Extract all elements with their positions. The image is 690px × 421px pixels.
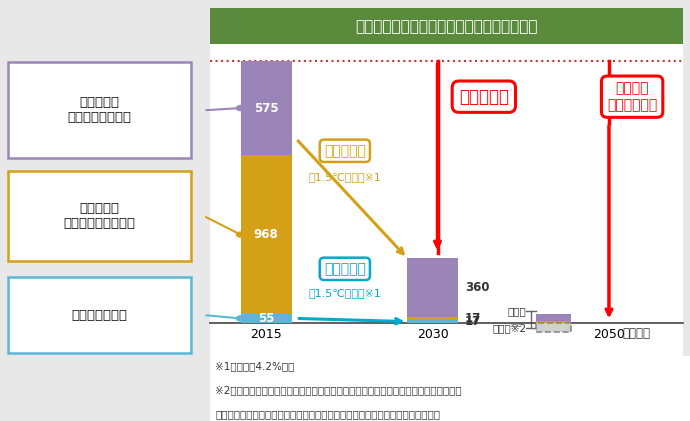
Text: バリューチェーン全体の温室効果ガス排出量: バリューチェーン全体の温室効果ガス排出量	[355, 19, 538, 34]
FancyBboxPatch shape	[8, 277, 191, 354]
Text: スコープ３
（調達、その他）: スコープ３ （調達、その他）	[68, 96, 132, 124]
Text: 17: 17	[465, 315, 481, 328]
Text: 968: 968	[254, 228, 279, 241]
Bar	[241, 314, 292, 323]
Text: 排出量: 排出量	[508, 306, 526, 317]
Text: ※1：年平均4.2%以上: ※1：年平均4.2%以上	[215, 361, 295, 371]
Text: ついては同量を除去することで、正味ゼロ（ネット・ゼロ）を目指します。: ついては同量を除去することで、正味ゼロ（ネット・ゼロ）を目指します。	[215, 409, 440, 419]
Bar	[535, 314, 571, 321]
Bar	[535, 321, 571, 323]
Bar	[407, 317, 458, 320]
Bar	[535, 323, 571, 332]
Text: （1.5℃水準）※1: （1.5℃水準）※1	[308, 172, 382, 182]
Text: 除去量※2: 除去量※2	[493, 323, 526, 333]
Text: ||: ||	[510, 320, 521, 326]
Bar	[535, 323, 571, 332]
Text: スコープ１・２: スコープ１・２	[72, 309, 128, 322]
Bar	[407, 320, 458, 323]
Bar	[241, 61, 292, 155]
Text: ６３％削減: ６３％削減	[324, 144, 366, 158]
Bar	[407, 258, 458, 317]
Text: 55: 55	[258, 312, 275, 325]
Text: 360: 360	[465, 281, 489, 294]
Text: ７０％削減: ７０％削減	[324, 262, 366, 276]
FancyBboxPatch shape	[8, 62, 191, 158]
Text: （年度）: （年度）	[623, 327, 651, 340]
Text: ※2：排出を完全にゼロに抑えることは現実的に難しいため、排出せざるを得ない分に: ※2：排出を完全にゼロに抑えることは現実的に難しいため、排出せざるを得ない分に	[215, 385, 462, 395]
FancyBboxPatch shape	[8, 171, 191, 261]
Text: （1.5℃水準）※1: （1.5℃水準）※1	[308, 288, 382, 298]
Bar	[241, 155, 292, 314]
Text: カーボン
ニュートラル: カーボン ニュートラル	[607, 82, 658, 112]
Text: スコープ３
（販売建物の使用）: スコープ３ （販売建物の使用）	[63, 202, 136, 230]
Text: ４０％削減: ４０％削減	[459, 88, 509, 106]
Text: 575: 575	[254, 101, 278, 115]
Text: 17: 17	[465, 312, 481, 325]
